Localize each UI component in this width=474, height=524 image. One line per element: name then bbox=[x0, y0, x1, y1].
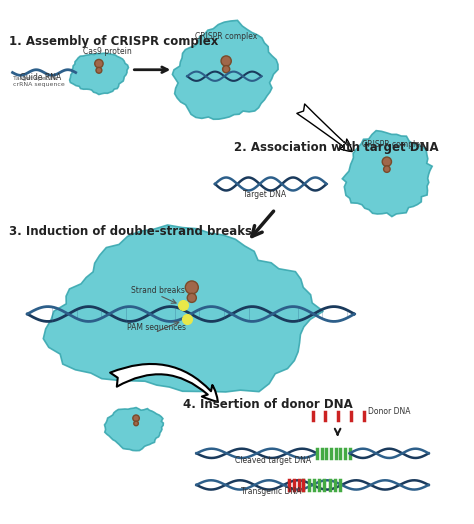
Text: 4. Insertion of donor DNA: 4. Insertion of donor DNA bbox=[182, 398, 352, 411]
Polygon shape bbox=[342, 130, 432, 216]
Text: 2. Association with target DNA: 2. Association with target DNA bbox=[234, 141, 438, 154]
Circle shape bbox=[382, 157, 392, 166]
Circle shape bbox=[95, 59, 103, 68]
Polygon shape bbox=[173, 20, 278, 119]
Text: 3. Induction of double-strand breaks: 3. Induction of double-strand breaks bbox=[9, 225, 252, 238]
Text: CRISPR complex: CRISPR complex bbox=[195, 32, 257, 41]
Circle shape bbox=[134, 421, 138, 425]
Circle shape bbox=[185, 281, 198, 294]
Polygon shape bbox=[43, 225, 323, 392]
Text: Guide RNA: Guide RNA bbox=[20, 73, 61, 82]
Text: CRISPR complex: CRISPR complex bbox=[362, 140, 424, 149]
Polygon shape bbox=[70, 53, 128, 94]
Text: Donor DNA: Donor DNA bbox=[368, 407, 411, 417]
Text: 1. Assembly of CRISPR complex: 1. Assembly of CRISPR complex bbox=[9, 35, 218, 48]
Text: Target specific
crRNA sequence: Target specific crRNA sequence bbox=[12, 76, 64, 86]
Circle shape bbox=[96, 68, 102, 73]
Text: Strand breaks: Strand breaks bbox=[131, 286, 185, 294]
Circle shape bbox=[223, 66, 230, 73]
Text: Target DNA: Target DNA bbox=[243, 190, 286, 199]
Polygon shape bbox=[104, 408, 164, 451]
Circle shape bbox=[187, 293, 196, 302]
Text: PAM sequences: PAM sequences bbox=[127, 323, 186, 332]
Circle shape bbox=[221, 56, 231, 66]
Text: Cas9 protein: Cas9 protein bbox=[83, 47, 132, 56]
Text: Cleaved target DNA: Cleaved target DNA bbox=[236, 456, 311, 465]
Circle shape bbox=[383, 166, 390, 172]
Text: Transgenic DNA: Transgenic DNA bbox=[241, 487, 301, 496]
Circle shape bbox=[133, 415, 139, 421]
